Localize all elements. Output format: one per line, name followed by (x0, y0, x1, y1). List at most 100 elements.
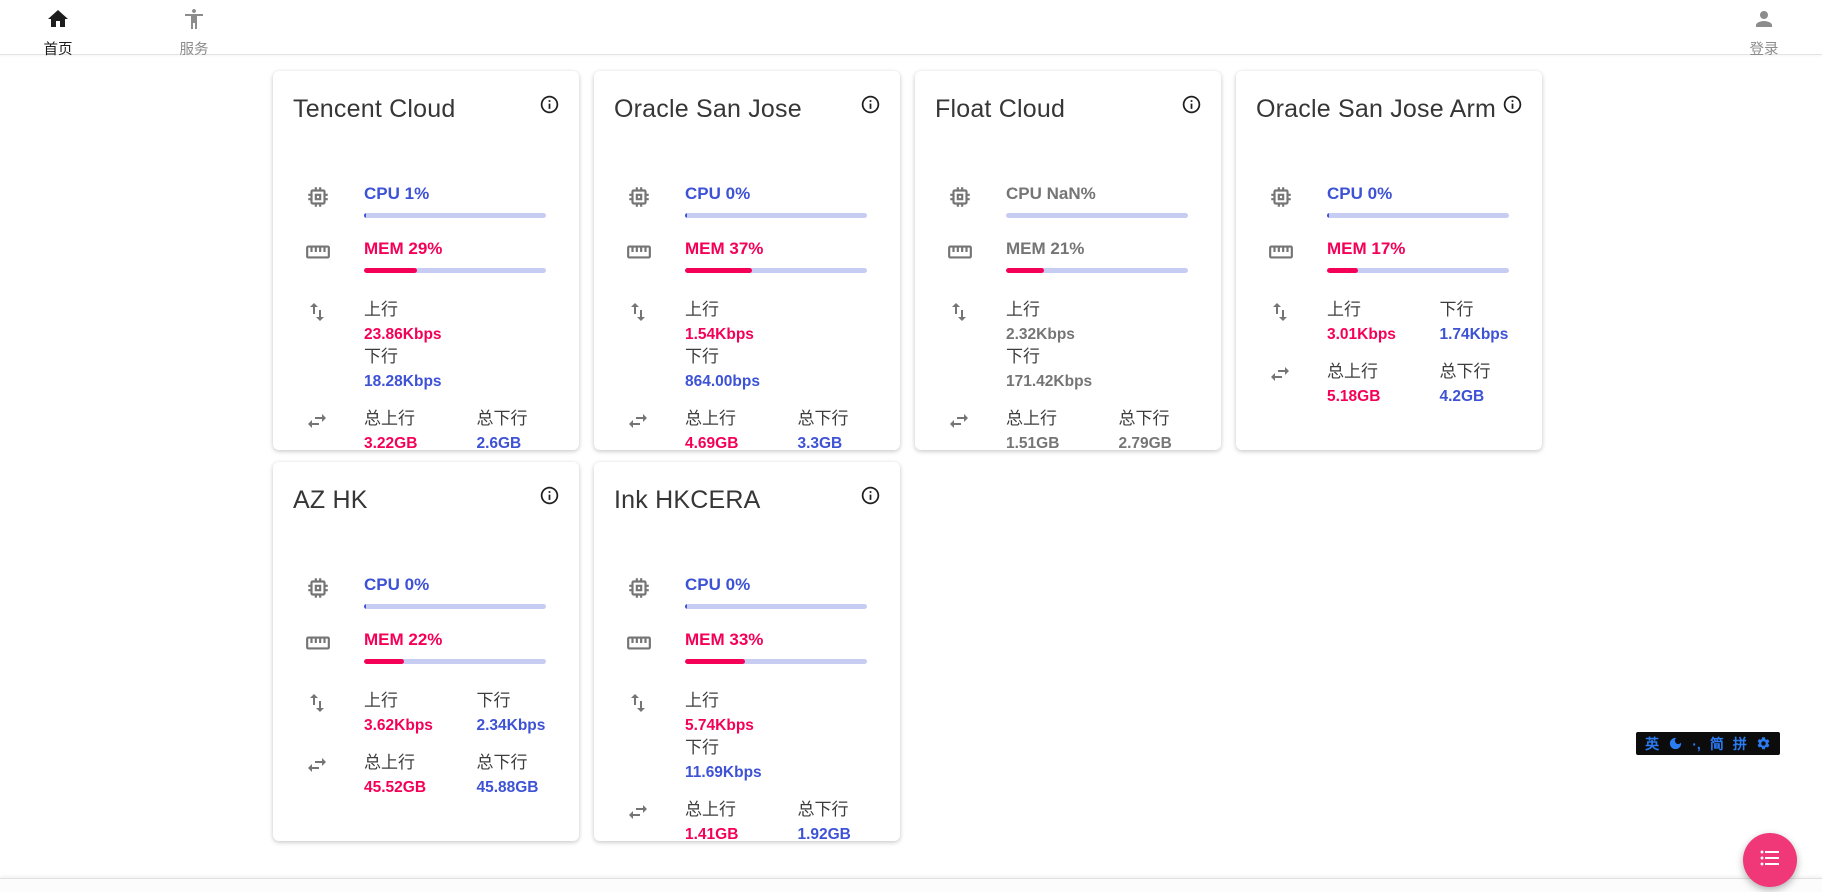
info-button[interactable] (860, 485, 881, 506)
swap-horiz-icon (947, 408, 1006, 455)
mem-row: MEM 37% (594, 238, 900, 273)
list-icon (1758, 846, 1782, 875)
total-row: 总上行 45.52GB 总下行 45.88GB (273, 752, 579, 799)
server-card-body: CPU 0% MEM 22% 上行 (273, 574, 579, 799)
info-icon (539, 95, 560, 119)
total-download-value: 2.6GB (476, 435, 522, 452)
cpu-chip-icon (626, 183, 685, 218)
download-value: 18.28Kbps (364, 373, 442, 390)
mem-bar-fill (1006, 268, 1045, 273)
total-upload-value: 1.41GB (685, 826, 739, 843)
cpu-bar-fill (685, 213, 687, 218)
speed-row: 上行 1.54Kbps 下行 864.00bps (594, 299, 900, 393)
mem-label: MEM 22% (364, 630, 443, 649)
speed-row: 上行 2.32Kbps 下行 171.42Kbps (915, 299, 1221, 393)
server-card: Oracle San Jose CPU 0% (594, 71, 900, 452)
cpu-row: CPU 0% (1236, 183, 1542, 218)
swap-horiz-icon (626, 799, 685, 846)
total-download-label: 总下行 (1439, 362, 1491, 381)
server-card-header: Tencent Cloud (273, 71, 579, 125)
info-icon (860, 486, 881, 510)
cpu-bar-fill (364, 604, 366, 609)
info-icon (860, 95, 881, 119)
total-upload-value: 4.69GB (685, 435, 739, 452)
swap-vert-icon (1268, 299, 1327, 346)
cpu-bar (685, 213, 867, 218)
total-download-label: 总下行 (797, 409, 849, 428)
memory-ruler-icon (626, 238, 685, 273)
nav-item-login[interactable]: 登录 (1732, 0, 1796, 59)
server-card: Tencent Cloud CPU 1% (273, 71, 579, 452)
cpu-bar (364, 213, 546, 218)
nav-item-home[interactable]: 首页 (26, 0, 90, 59)
memory-ruler-icon (626, 629, 685, 664)
total-row: 总上行 4.69GB 总下行 3.3GB (594, 408, 900, 455)
download-label: 下行 (476, 691, 511, 710)
server-card-body: CPU NaN% MEM 21% 上行 (915, 183, 1221, 455)
total-download-value: 1.92GB (797, 826, 851, 843)
info-icon (1181, 95, 1202, 119)
swap-horiz-icon (305, 752, 364, 799)
cpu-bar (1327, 213, 1509, 218)
cpu-label: CPU 0% (364, 575, 430, 594)
upload-value: 3.62Kbps (364, 717, 433, 734)
mem-bar-fill (364, 268, 417, 273)
ime-simplified-toggle[interactable]: 简 (1709, 735, 1724, 752)
upload-label: 上行 (685, 691, 719, 710)
mem-label: MEM 17% (1327, 239, 1406, 258)
swap-horiz-icon (1268, 361, 1327, 408)
person-icon (1752, 7, 1776, 36)
server-card-header: Oracle San Jose (594, 71, 900, 125)
cpu-label: CPU 0% (685, 575, 751, 594)
total-download-label: 总下行 (476, 409, 528, 428)
cpu-row: CPU 0% (273, 574, 579, 609)
memory-ruler-icon (305, 629, 364, 664)
total-upload-label: 总上行 (364, 753, 415, 772)
gear-icon[interactable] (1756, 736, 1771, 751)
swap-horiz-icon (626, 408, 685, 455)
cpu-chip-icon (626, 574, 685, 609)
info-button[interactable] (1502, 94, 1523, 115)
total-upload-value: 3.22GB (364, 435, 418, 452)
ime-language-toggle[interactable]: 英 (1645, 735, 1660, 752)
cpu-chip-icon (305, 574, 364, 609)
total-row: 总上行 3.22GB 总下行 2.6GB (273, 408, 579, 455)
mem-bar-fill (364, 659, 405, 664)
cpu-row: CPU 1% (273, 183, 579, 218)
upload-value: 1.54Kbps (685, 326, 754, 343)
ime-pinyin-toggle[interactable]: 拼 (1732, 735, 1747, 752)
nav-item-services[interactable]: 服务 (162, 0, 226, 59)
ime-punctuation-toggle[interactable]: ·, (1692, 735, 1701, 752)
server-name: AZ HK (293, 486, 368, 514)
server-card-body: CPU 0% MEM 37% 上行 (594, 183, 900, 455)
home-icon (46, 7, 70, 36)
mem-row: MEM 33% (594, 629, 900, 664)
info-button[interactable] (860, 94, 881, 115)
ime-toolbar: 英 ·, 简 拼 (1636, 732, 1780, 755)
cpu-chip-icon (1268, 183, 1327, 218)
moon-icon[interactable] (1668, 736, 1683, 751)
cpu-row: CPU 0% (594, 574, 900, 609)
server-card-body: CPU 0% MEM 17% 上行 (1236, 183, 1542, 408)
mem-bar (1006, 268, 1188, 273)
cpu-bar-fill (685, 604, 687, 609)
info-button[interactable] (539, 485, 560, 506)
mem-label: MEM 21% (1006, 239, 1085, 258)
cpu-chip-icon (947, 183, 1006, 218)
info-button[interactable] (1181, 94, 1202, 115)
cpu-label: CPU NaN% (1006, 184, 1096, 203)
server-list-fab[interactable] (1743, 833, 1797, 887)
swap-vert-icon (305, 690, 364, 737)
mem-bar (364, 268, 546, 273)
download-value: 2.34Kbps (476, 717, 546, 734)
swap-vert-icon (626, 690, 685, 784)
info-button[interactable] (539, 94, 560, 115)
swap-vert-icon (305, 299, 364, 393)
cpu-bar (1006, 213, 1188, 218)
total-upload-label: 总上行 (1006, 409, 1057, 428)
mem-row: MEM 29% (273, 238, 579, 273)
mem-label: MEM 33% (685, 630, 764, 649)
upload-label: 上行 (1327, 300, 1361, 319)
total-upload-value: 1.51GB (1006, 435, 1060, 452)
total-upload-value: 5.18GB (1327, 388, 1381, 405)
